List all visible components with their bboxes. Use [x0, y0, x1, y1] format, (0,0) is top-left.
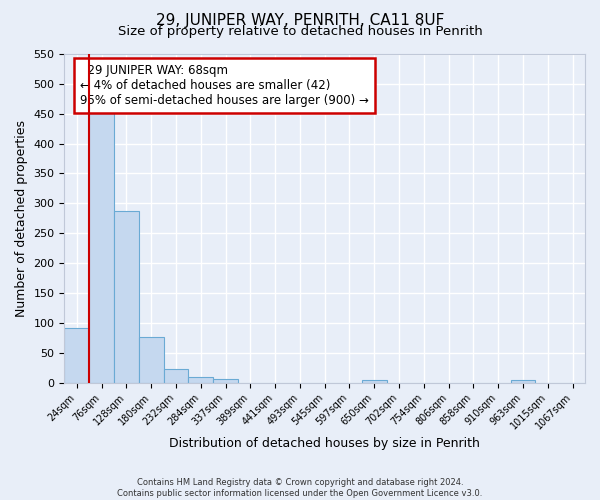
- Bar: [362, 380, 386, 382]
- Bar: [511, 380, 535, 382]
- Text: 29, JUNIPER WAY, PENRITH, CA11 8UF: 29, JUNIPER WAY, PENRITH, CA11 8UF: [156, 12, 444, 28]
- Bar: [213, 379, 238, 382]
- Text: Contains HM Land Registry data © Crown copyright and database right 2024.
Contai: Contains HM Land Registry data © Crown c…: [118, 478, 482, 498]
- Bar: [89, 109, 114, 382]
- X-axis label: Distribution of detached houses by size in Penrith: Distribution of detached houses by size …: [169, 437, 480, 450]
- Bar: [114, 211, 139, 382]
- Bar: [188, 377, 213, 382]
- Y-axis label: Number of detached properties: Number of detached properties: [15, 120, 28, 317]
- Text: Size of property relative to detached houses in Penrith: Size of property relative to detached ho…: [118, 25, 482, 38]
- Bar: [139, 336, 164, 382]
- Bar: [64, 328, 89, 382]
- Text: 29 JUNIPER WAY: 68sqm
← 4% of detached houses are smaller (42)
95% of semi-detac: 29 JUNIPER WAY: 68sqm ← 4% of detached h…: [80, 64, 369, 107]
- Bar: [164, 369, 188, 382]
